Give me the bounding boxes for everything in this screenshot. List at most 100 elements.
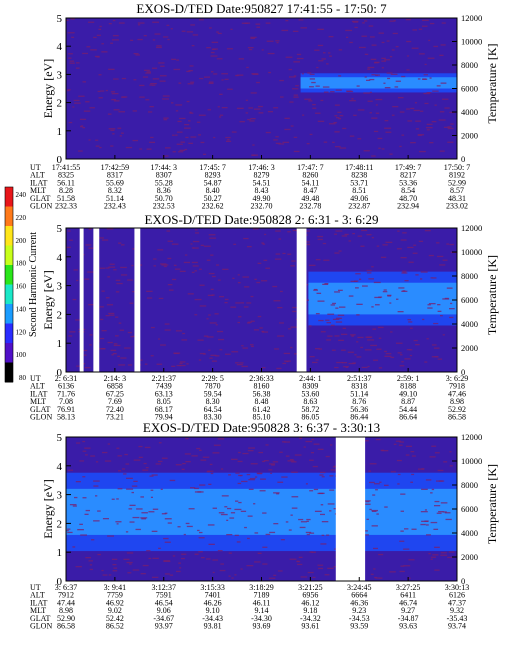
spectrogram-speckle (211, 48, 216, 50)
spectrogram-speckle (208, 272, 215, 275)
spectrogram-speckle (312, 107, 317, 109)
spectrogram-speckle (212, 571, 215, 574)
spectrogram-speckle (372, 494, 376, 496)
spectrogram-speckle (277, 335, 285, 337)
spectrogram-speckle (377, 137, 383, 140)
spectrogram-speckle (411, 528, 417, 530)
spectrogram-speckle (289, 459, 294, 461)
spectrogram-speckle (90, 49, 97, 51)
spectrogram-speckle (367, 68, 371, 70)
spectrogram-speckle (420, 271, 428, 273)
spectrogram-speckle (356, 303, 363, 305)
spectrogram-speckle (152, 508, 159, 510)
spectrogram-speckle (248, 447, 255, 449)
y-tick-label: 1 (57, 338, 63, 350)
spectrogram-speckle (171, 243, 179, 245)
spectrogram-speckle (325, 455, 330, 458)
spectrogram-speckle (268, 469, 273, 471)
spectrogram-speckle (364, 20, 368, 22)
y2-tick-label: 10000 (461, 456, 482, 466)
spectrogram-speckle (68, 53, 73, 55)
spectrogram-speckle (179, 362, 183, 365)
spectrogram-speckle (293, 75, 297, 77)
spectrogram-speckle (301, 73, 304, 75)
spectrogram-speckle (431, 344, 437, 346)
spectrogram-speckle (309, 133, 313, 136)
table-cell: 46.92 (106, 598, 124, 607)
spectrogram-speckle (85, 244, 92, 246)
spectrogram-speckle (273, 107, 279, 109)
spectrogram-speckle (113, 109, 120, 111)
spectrogram-speckle (69, 504, 77, 506)
spectrogram-speckle (97, 553, 101, 556)
spectrogram-speckle (434, 356, 439, 358)
spectrogram-speckle (199, 305, 207, 307)
spectrogram-speckle (292, 310, 297, 313)
spectrogram-speckle (189, 112, 194, 114)
spectrogram-speckle (372, 328, 377, 330)
spectrogram-speckle (158, 547, 161, 549)
spectrogram-speckle (296, 57, 304, 60)
spectrogram-speckle (95, 495, 98, 497)
table-cell: 8317 (107, 171, 123, 180)
spectrogram-speckle (279, 79, 284, 82)
spectrogram-speckle (390, 73, 398, 75)
spectrogram-speckle (371, 525, 378, 527)
spectrogram-speckle (282, 141, 290, 143)
spectrogram-speckle (356, 85, 360, 87)
spectrogram-speckle (378, 553, 384, 556)
spectrogram-speckle (425, 479, 432, 481)
spectrogram-speckle (306, 520, 309, 522)
spectrogram-speckle (108, 266, 116, 268)
spectrogram-speckle (273, 574, 277, 576)
spectrogram-speckle (71, 36, 75, 38)
spectrogram-speckle (334, 252, 340, 254)
panel-title: EXOS-D/TED Date:950828 3: 6:37 - 3:30:13 (143, 420, 380, 435)
spectrogram-speckle (247, 118, 251, 121)
y-tick-label: 3 (57, 69, 63, 81)
spectrogram-speckle (430, 492, 433, 494)
spectrogram-speckle (381, 450, 389, 452)
spectrogram-speckle (330, 469, 336, 471)
spectrogram-speckle (374, 61, 380, 63)
spectrogram-speckle (148, 111, 153, 113)
spectrogram-speckle (399, 570, 405, 573)
spectrogram-speckle (434, 452, 440, 454)
table-cell: 50.27 (204, 194, 222, 203)
row-label: GLON (30, 202, 52, 211)
spectrogram-speckle (154, 33, 161, 35)
spectrogram-speckle (206, 558, 211, 560)
spectrogram-speckle (185, 136, 189, 139)
spectrogram-speckle (89, 334, 93, 336)
spectrogram-speckle (80, 534, 87, 536)
spectrogram-speckle (281, 476, 288, 478)
spectrogram-speckle (300, 576, 308, 578)
spectrogram-speckle (418, 28, 423, 30)
data-gap (296, 228, 307, 372)
table-cell: 51.14 (106, 194, 124, 203)
spectrogram-speckle (273, 523, 279, 525)
table-cell: 17:45: 7 (199, 163, 225, 172)
spectrogram-speckle (440, 44, 446, 46)
spectrogram-speckle (150, 326, 155, 329)
spectrogram-speckle (105, 267, 110, 269)
spectrogram-speckle (190, 487, 196, 489)
spectrogram-speckle (412, 252, 418, 254)
spectrogram-speckle (238, 316, 242, 318)
spectrogram-speckle (432, 277, 437, 279)
spectrogram-speckle (298, 19, 304, 21)
spectrogram-speckle (426, 127, 433, 129)
table-cell: 56.36 (350, 405, 368, 414)
spectrogram-speckle (164, 323, 170, 325)
spectrogram-speckle (320, 504, 324, 506)
spectrogram-speckle (351, 20, 359, 23)
spectrogram-speckle (332, 466, 336, 468)
table-cell: 93.97 (155, 622, 173, 631)
y-tick-label: 0 (57, 367, 63, 379)
spectrogram-speckle (76, 279, 79, 282)
spectrogram-speckle (339, 147, 347, 149)
table-cell: 54.51 (253, 178, 271, 187)
spectrogram-speckle (374, 296, 381, 299)
spectrogram-speckle (357, 138, 362, 140)
